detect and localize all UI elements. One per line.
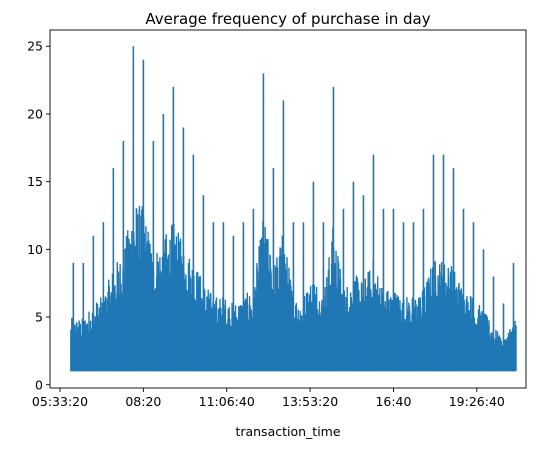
y-tick-label: 0	[35, 377, 43, 392]
series-body	[70, 255, 516, 372]
y-tick-label: 15	[27, 174, 43, 189]
x-axis: 05:33:20 08:20 11:06:40 13:53:20 16:40 19:26:…	[32, 388, 505, 409]
x-tick-label: 08:20	[125, 394, 161, 409]
y-tick-label: 25	[27, 39, 43, 54]
x-tick-label: 19:26:40	[449, 394, 505, 409]
plot-area	[70, 46, 517, 372]
y-axis: 0 5 10 15 20 25	[27, 39, 50, 392]
axes-frame	[49, 29, 527, 389]
y-tick-label: 5	[35, 310, 43, 325]
y-tick-label: 20	[27, 106, 43, 121]
chart-title: Average frequency of purchase in day	[145, 10, 430, 28]
x-tick-label: 13:53:20	[282, 394, 338, 409]
x-axis-label: transaction_time	[235, 424, 340, 439]
y-tick-label: 10	[27, 242, 43, 257]
x-tick-label: 11:06:40	[199, 394, 255, 409]
x-tick-label: 05:33:20	[32, 394, 88, 409]
x-tick-label: 16:40	[375, 394, 411, 409]
